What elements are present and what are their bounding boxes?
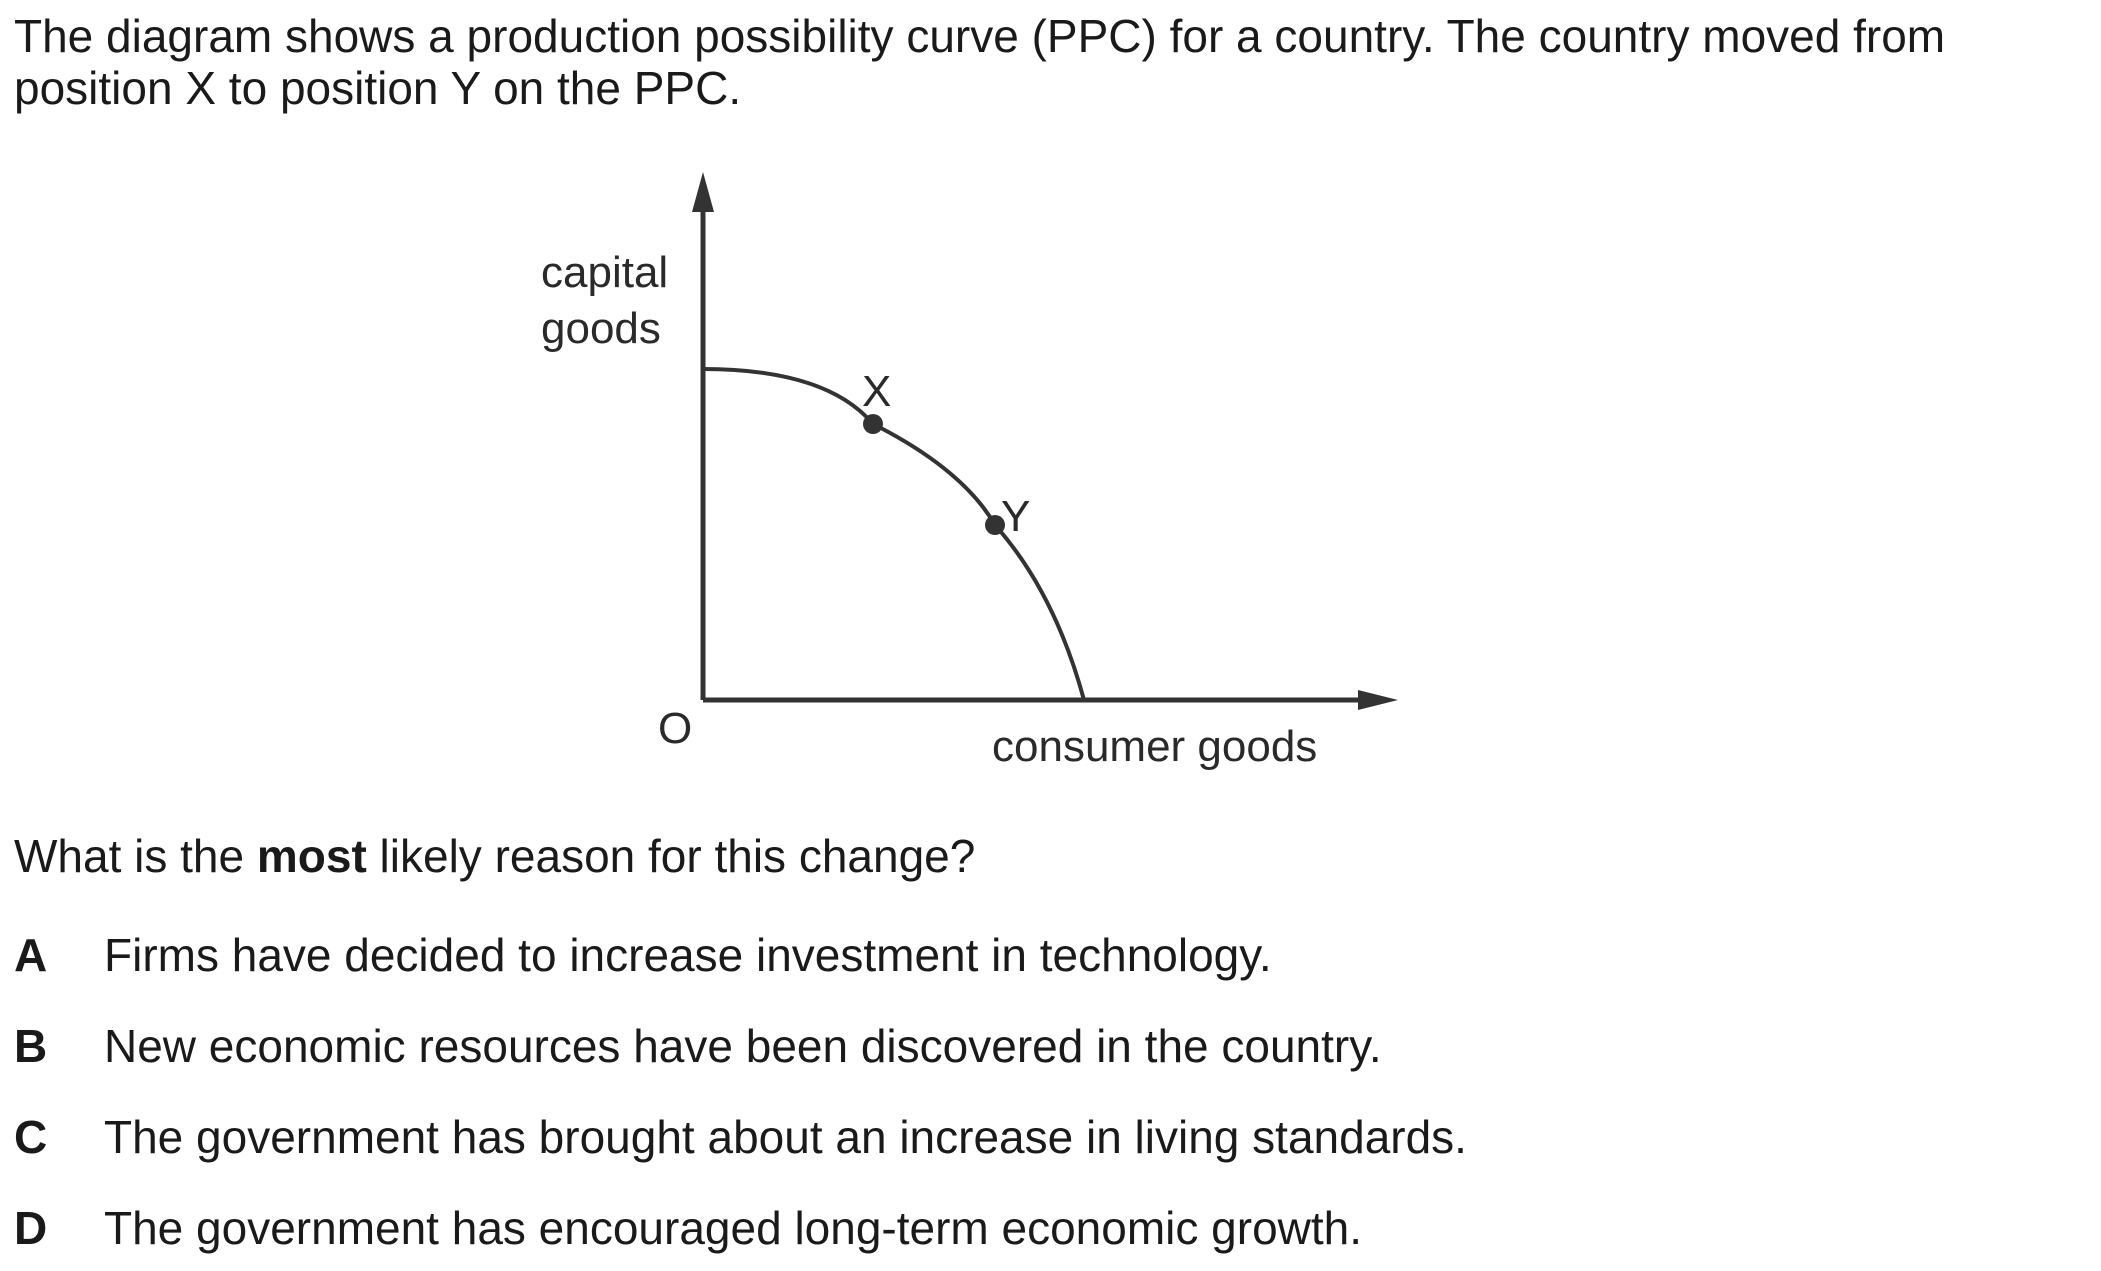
y-axis-label-line2: goods xyxy=(541,304,661,353)
x-axis-arrowhead xyxy=(1358,690,1398,710)
option-a[interactable]: A Firms have decided to increase investm… xyxy=(14,929,1272,981)
option-letter: C xyxy=(14,1111,48,1163)
question-text: What is the most likely reason for this … xyxy=(14,830,975,882)
option-letter: A xyxy=(14,929,48,981)
option-d[interactable]: D The government has encouraged long-ter… xyxy=(14,1202,1362,1254)
x-axis-label: consumer goods xyxy=(992,722,1317,771)
point-y-label: Y xyxy=(1001,492,1030,541)
question-emphasis: most xyxy=(256,830,367,882)
option-c[interactable]: C The government has brought about an in… xyxy=(14,1111,1467,1163)
y-axis-label-line1: capital xyxy=(541,248,668,297)
origin-label: O xyxy=(658,704,692,753)
question-suffix: likely reason for this change? xyxy=(366,830,976,882)
option-text: New economic resources have been discove… xyxy=(104,1020,1382,1072)
option-text: The government has encouraged long-term … xyxy=(104,1202,1363,1254)
option-text: The government has brought about an incr… xyxy=(104,1111,1467,1163)
ppc-curve xyxy=(702,367,1086,701)
point-y-marker xyxy=(985,515,1005,535)
y-axis-arrowhead xyxy=(692,172,714,212)
option-text: Firms have decided to increase investmen… xyxy=(104,929,1272,981)
option-letter: D xyxy=(14,1202,48,1254)
intro-text: The diagram shows a production possibili… xyxy=(14,10,1946,114)
option-letter: B xyxy=(14,1020,48,1072)
question-prefix: What is the xyxy=(14,830,257,882)
point-x-marker xyxy=(863,414,883,434)
option-b[interactable]: B New economic resources have been disco… xyxy=(14,1020,1382,1072)
point-x-label: X xyxy=(862,367,891,416)
